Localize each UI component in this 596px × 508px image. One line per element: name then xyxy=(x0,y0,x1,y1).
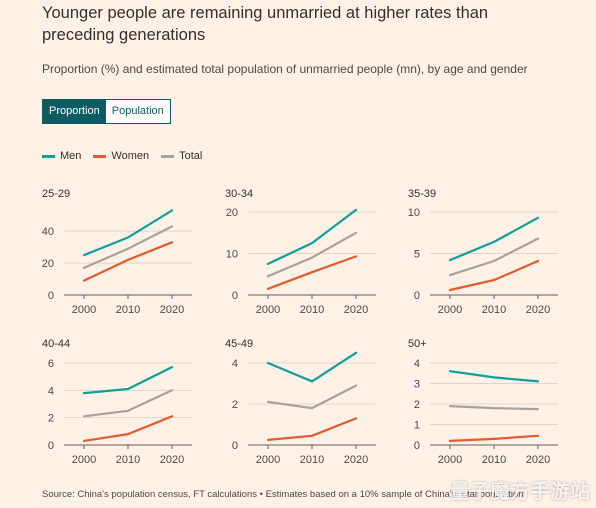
y-tick-label: 4 xyxy=(414,358,420,370)
panel-title: 25-29 xyxy=(42,188,70,200)
x-tick-label: 2000 xyxy=(438,304,462,316)
legend-item-women: Women xyxy=(93,150,149,162)
x-tick-label: 2020 xyxy=(526,304,550,316)
y-tick-label: 40 xyxy=(42,226,54,238)
series-line-men xyxy=(266,351,358,383)
x-tick-label: 2000 xyxy=(438,454,462,466)
y-tick-label: 2 xyxy=(232,399,238,411)
y-tick-label: 3 xyxy=(414,379,420,391)
series-line-women xyxy=(82,241,174,282)
panel-title: 50+ xyxy=(408,338,427,350)
panel-25-29: 25-29 0 20 40 2000 2010 2020 xyxy=(42,188,192,316)
x-tick-label: 2000 xyxy=(256,454,280,466)
series-line-men xyxy=(82,366,174,395)
series-line-men xyxy=(448,216,540,262)
watermark-logo: 量子魔方手游站 xyxy=(450,479,590,503)
x-tick-label: 2000 xyxy=(72,454,96,466)
y-tick-label: 20 xyxy=(42,258,54,270)
panel-title: 45-49 xyxy=(225,338,253,350)
y-tick-label: 0 xyxy=(414,290,420,302)
y-tick-label: 0 xyxy=(232,440,238,452)
source-note: Source: China's population census, FT ca… xyxy=(42,489,524,500)
panel-title: 40-44 xyxy=(42,338,70,350)
series-line-total xyxy=(266,384,358,410)
legend: Men Women Total xyxy=(42,150,202,162)
y-tick-label: 4 xyxy=(48,385,54,397)
population-button[interactable]: Population xyxy=(105,100,170,123)
panel-title: 30-34 xyxy=(225,188,253,200)
y-tick-label: 0 xyxy=(48,440,54,452)
x-tick-label: 2010 xyxy=(116,304,140,316)
y-tick-label: 20 xyxy=(226,207,238,219)
y-tick-label: 0 xyxy=(48,290,54,302)
chart-title: Younger people are remaining unmarried a… xyxy=(42,4,489,44)
legend-swatch-men xyxy=(42,154,55,158)
x-tick-label: 2020 xyxy=(160,454,184,466)
y-tick-label: 2 xyxy=(414,399,420,411)
x-tick-label: 2010 xyxy=(300,304,324,316)
legend-item-men: Men xyxy=(42,150,81,162)
y-tick-label: 0 xyxy=(414,440,420,452)
series-line-women xyxy=(448,434,540,442)
y-tick-label: 4 xyxy=(232,358,238,370)
series-line-men xyxy=(266,208,358,265)
legend-label-total: Total xyxy=(179,150,203,162)
chart-subtitle: Proportion (%) and estimated total popul… xyxy=(42,62,528,76)
legend-label-women: Women xyxy=(111,150,150,162)
legend-item-total: Total xyxy=(161,150,202,162)
series-line-total xyxy=(448,405,540,411)
panel-30-34: 30-34 0 10 20 2000 2010 2020 xyxy=(225,188,376,316)
series-line-women xyxy=(266,255,358,290)
y-tick-label: 5 xyxy=(414,249,420,261)
x-tick-label: 2020 xyxy=(526,454,550,466)
x-tick-label: 2020 xyxy=(160,304,184,316)
x-tick-label: 2010 xyxy=(482,454,506,466)
x-tick-label: 2010 xyxy=(300,454,324,466)
y-tick-label: 10 xyxy=(408,207,420,219)
y-tick-label: 2 xyxy=(48,413,54,425)
legend-label-men: Men xyxy=(60,150,82,162)
panel-50+: 50+ 0 1 2 3 4 2000 2010 2020 xyxy=(408,338,558,466)
legend-swatch-total xyxy=(161,154,175,158)
legend-swatch-women xyxy=(93,154,107,158)
series-line-women xyxy=(448,259,540,292)
series-line-total xyxy=(448,237,540,277)
y-tick-label: 1 xyxy=(414,420,420,432)
series-line-men xyxy=(82,209,174,257)
x-tick-label: 2000 xyxy=(256,304,280,316)
panel-title: 35-39 xyxy=(408,188,436,200)
series-line-total xyxy=(266,231,358,278)
x-tick-label: 2020 xyxy=(344,304,368,316)
y-tick-label: 0 xyxy=(232,290,238,302)
x-tick-label: 2010 xyxy=(482,304,506,316)
panel-45-49: 45-49 0 2 4 2000 2010 2020 xyxy=(225,338,376,466)
panel-35-39: 35-39 0 5 10 2000 2010 2020 xyxy=(408,188,558,316)
view-toggle: Proportion Population xyxy=(42,99,171,124)
series-line-total xyxy=(82,225,174,269)
series-line-men xyxy=(448,370,540,383)
y-tick-label: 10 xyxy=(226,249,238,261)
x-tick-label: 2010 xyxy=(116,454,140,466)
panel-40-44: 40-44 0 2 4 6 2000 2010 2020 xyxy=(42,338,192,466)
series-line-women xyxy=(266,417,358,441)
x-tick-label: 2020 xyxy=(344,454,368,466)
proportion-button[interactable]: Proportion xyxy=(43,100,106,123)
series-line-women xyxy=(82,415,174,442)
y-tick-label: 6 xyxy=(48,358,54,370)
series-line-total xyxy=(82,389,174,418)
x-tick-label: 2000 xyxy=(72,304,96,316)
